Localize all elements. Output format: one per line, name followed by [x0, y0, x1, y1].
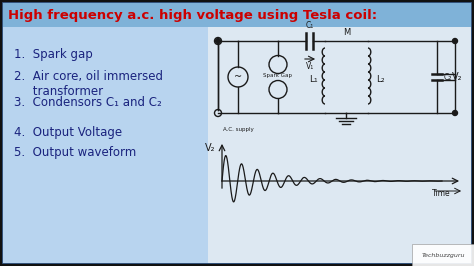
Text: Spark Gap: Spark Gap [264, 73, 292, 78]
Text: ~: ~ [234, 72, 242, 82]
Text: 4.  Output Voltage: 4. Output Voltage [14, 126, 122, 139]
Text: Techbuzzguru: Techbuzzguru [421, 253, 465, 258]
Text: 1.  Spark gap: 1. Spark gap [14, 48, 93, 61]
Text: V₂: V₂ [205, 143, 215, 153]
FancyBboxPatch shape [208, 27, 471, 263]
Circle shape [216, 39, 220, 44]
Text: V₂: V₂ [452, 72, 463, 82]
Text: High frequency a.c. high voltage using Tesla coil:: High frequency a.c. high voltage using T… [8, 9, 377, 22]
FancyBboxPatch shape [3, 27, 208, 263]
FancyBboxPatch shape [3, 3, 471, 27]
Circle shape [453, 110, 457, 115]
Text: C₂: C₂ [444, 73, 452, 81]
Text: M: M [343, 28, 350, 37]
FancyBboxPatch shape [3, 3, 471, 263]
Text: 5.  Output waveform: 5. Output waveform [14, 146, 136, 159]
Text: 3.  Condensors C₁ and C₂: 3. Condensors C₁ and C₂ [14, 96, 162, 109]
Text: 2.  Air core, oil immersed
     transformer: 2. Air core, oil immersed transformer [14, 70, 163, 98]
Text: A.C. supply: A.C. supply [223, 127, 254, 132]
Text: C₁: C₁ [306, 21, 314, 30]
Circle shape [453, 39, 457, 44]
Text: L₁: L₁ [309, 76, 317, 85]
Text: L₂: L₂ [376, 76, 384, 85]
Text: V₁: V₁ [306, 62, 314, 71]
Text: Time: Time [432, 189, 451, 198]
